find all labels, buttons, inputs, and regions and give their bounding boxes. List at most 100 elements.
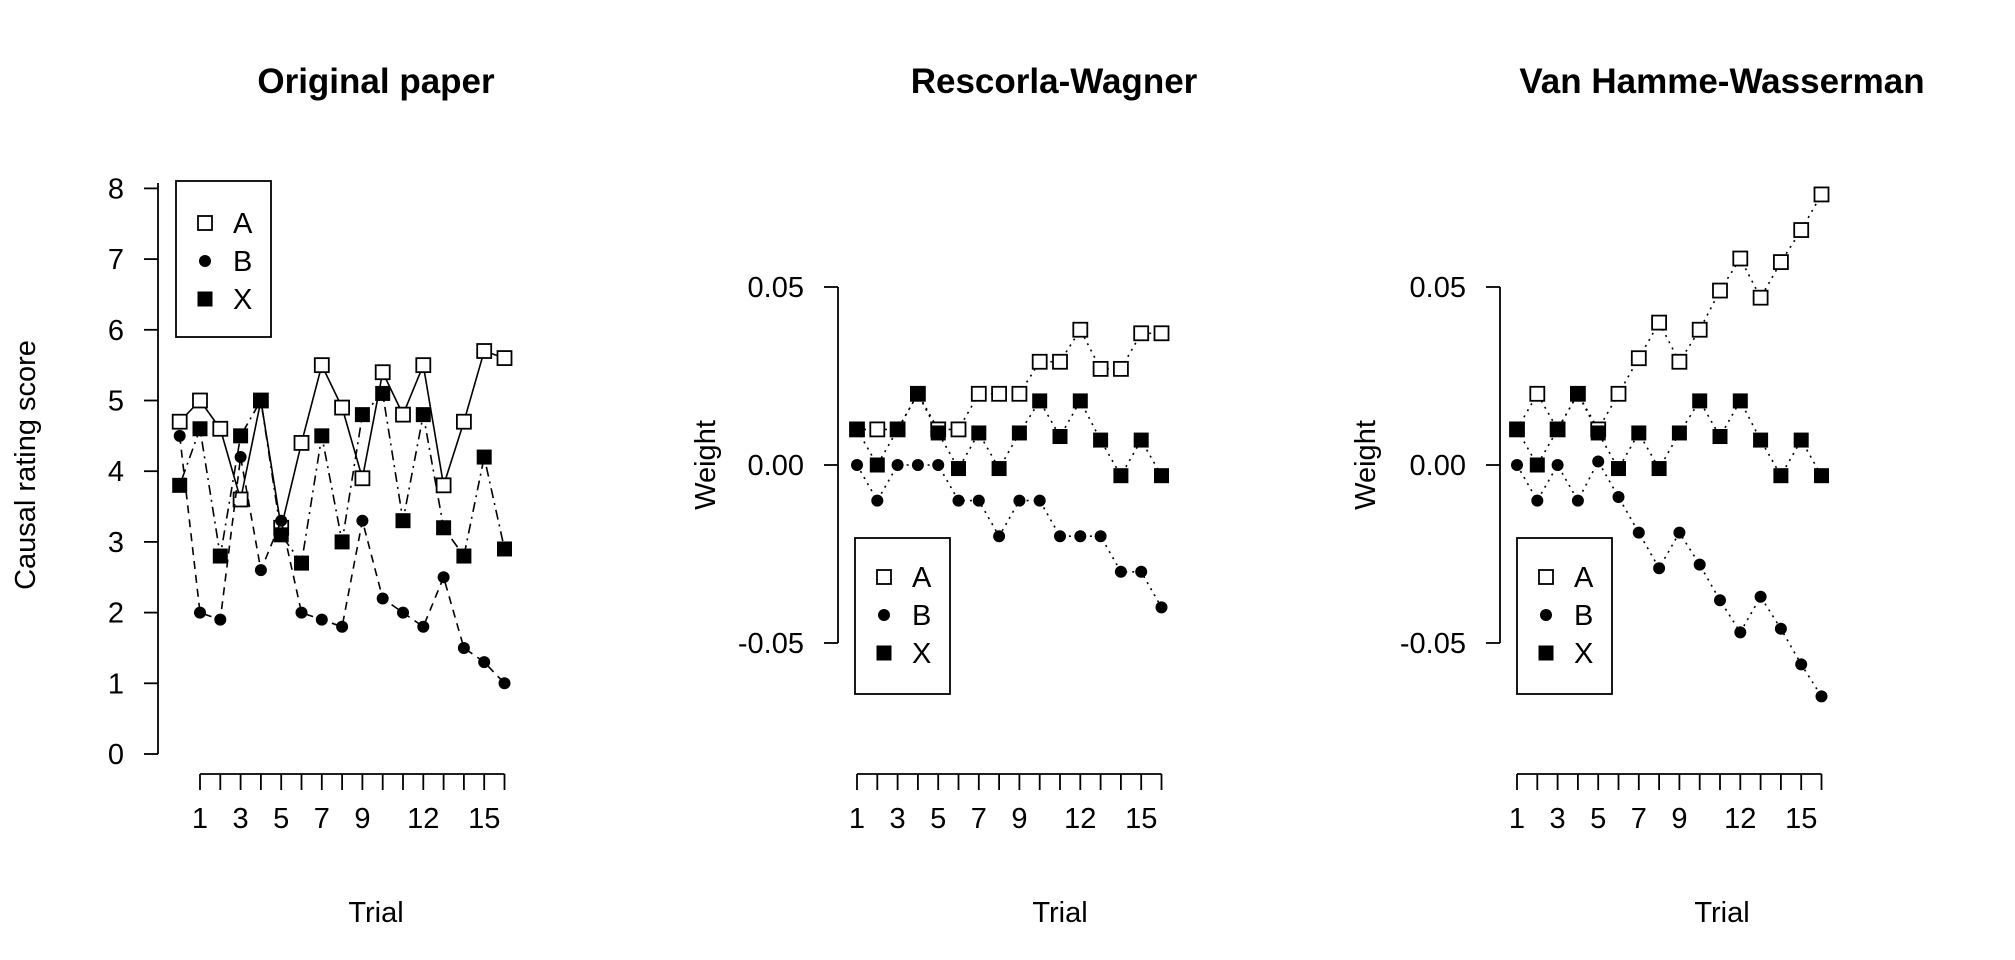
x-tick-label: 3 — [890, 803, 906, 835]
data-point — [1052, 429, 1068, 445]
data-point — [991, 385, 1007, 402]
data-point — [1052, 353, 1068, 370]
series-a — [849, 321, 1170, 438]
data-point — [1814, 468, 1829, 484]
legend-marker — [197, 215, 213, 231]
data-point — [1531, 494, 1544, 507]
data-point — [970, 385, 987, 402]
legend-box — [1516, 537, 1613, 695]
x-axis-label: Trial — [348, 897, 403, 929]
data-point — [1754, 590, 1767, 603]
data-point — [476, 343, 493, 359]
data-point — [869, 421, 886, 438]
data-point — [192, 392, 208, 409]
data-point — [437, 571, 450, 584]
data-point — [374, 364, 391, 381]
data-point — [851, 459, 863, 471]
data-point — [1630, 350, 1647, 367]
data-point — [415, 407, 431, 423]
x-axis-label: Trial — [1032, 897, 1087, 929]
y-tick-label: 1 — [108, 668, 124, 700]
data-point — [212, 420, 229, 437]
data-point — [1793, 432, 1809, 448]
y-tick-label: 0.00 — [1410, 450, 1466, 482]
legend-marker — [1538, 645, 1554, 661]
data-point — [1011, 425, 1027, 441]
series-b — [173, 429, 511, 690]
data-point — [1031, 353, 1048, 370]
legend: ABX — [175, 180, 272, 338]
data-point — [1753, 432, 1769, 448]
series-line — [857, 328, 1162, 431]
data-point — [498, 677, 511, 690]
x-tick-label: 5 — [1590, 803, 1606, 835]
x-tick-label: 5 — [273, 803, 289, 835]
data-point — [192, 421, 208, 437]
data-point — [890, 421, 906, 437]
data-point — [313, 357, 330, 374]
x-tick-label: 7 — [314, 803, 330, 835]
data-point — [254, 564, 267, 577]
data-point — [1511, 459, 1523, 471]
panel-rescorla-wagner: Rescorla-Wagner Weight Trial -0.05 0.00 0.… — [690, 62, 1198, 929]
panel-original-paper: Original paper Causal rating score Trial… — [10, 62, 513, 929]
data-point — [497, 541, 512, 557]
data-point — [496, 350, 513, 366]
series-x — [172, 385, 512, 571]
x-tick-label: 12 — [407, 803, 439, 835]
legend-marker — [878, 609, 890, 621]
series-line — [856, 464, 1163, 608]
legend-label: B — [1574, 600, 1593, 632]
data-point — [1712, 429, 1728, 445]
data-point — [1054, 530, 1066, 543]
data-point — [1114, 565, 1127, 578]
x-tick-label: 3 — [233, 803, 249, 835]
series-b — [1511, 455, 1828, 703]
data-point — [891, 459, 904, 471]
panel-title: Original paper — [257, 62, 495, 101]
data-point — [476, 449, 492, 465]
data-point — [172, 477, 188, 493]
y-tick-label: 0.00 — [748, 450, 804, 482]
data-point — [1693, 558, 1706, 571]
series-b — [851, 459, 1168, 614]
data-point — [1113, 468, 1129, 484]
data-point — [1651, 314, 1667, 331]
data-point — [375, 385, 391, 401]
y-tick-label: 7 — [108, 244, 124, 276]
data-point — [1590, 425, 1606, 441]
x-tick-label: 15 — [1125, 803, 1157, 835]
data-point — [1611, 461, 1626, 477]
data-point — [1653, 562, 1666, 575]
data-point — [1732, 393, 1748, 409]
data-point — [1093, 432, 1109, 448]
data-point — [1712, 282, 1728, 299]
data-point — [971, 425, 987, 441]
data-point — [417, 620, 430, 633]
y-tick-label: 0 — [108, 739, 124, 771]
data-point — [1571, 494, 1584, 507]
data-point — [911, 459, 924, 471]
data-point — [1773, 468, 1789, 484]
data-point — [1551, 459, 1564, 471]
series-line — [178, 435, 506, 684]
data-point — [1094, 530, 1107, 543]
x-tick-label: 9 — [1011, 803, 1027, 835]
data-point — [1570, 386, 1586, 402]
data-point — [457, 641, 470, 654]
data-point — [1113, 360, 1129, 377]
x-tick-label: 9 — [354, 803, 370, 835]
data-point — [1631, 425, 1647, 441]
legend-marker — [1540, 609, 1552, 621]
data-point — [1752, 289, 1769, 306]
series-a — [1509, 186, 1830, 438]
data-point — [950, 421, 967, 438]
data-point — [1774, 622, 1787, 635]
legend-box — [175, 180, 272, 338]
data-point — [395, 406, 411, 423]
data-point — [1691, 321, 1708, 338]
data-point — [951, 461, 966, 477]
data-point — [1734, 626, 1747, 639]
data-point — [1610, 385, 1627, 402]
data-point — [1033, 494, 1046, 507]
